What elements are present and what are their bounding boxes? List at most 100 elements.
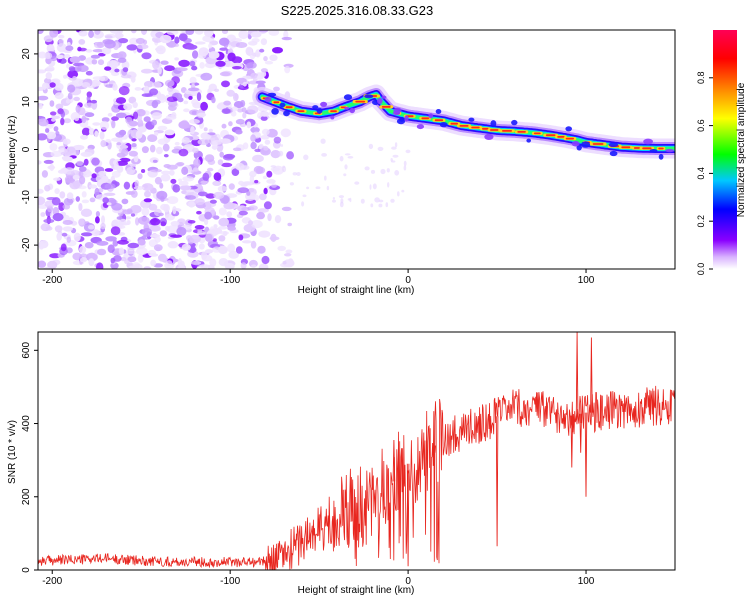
noise-blob — [111, 116, 119, 121]
noise-blob — [190, 245, 196, 254]
noise-blob — [43, 159, 54, 164]
noise-blob — [223, 202, 235, 210]
noise-blob — [231, 168, 240, 176]
noise-blob — [131, 138, 137, 142]
noise-blob — [280, 144, 284, 147]
noise-blob — [222, 154, 234, 161]
noise-blob — [198, 243, 205, 250]
noise-blob — [95, 211, 100, 217]
noise-blob — [97, 59, 105, 66]
noise-blob — [136, 247, 148, 256]
noise-blob — [67, 84, 76, 93]
noise-blob — [141, 52, 152, 60]
noise-blob — [114, 68, 120, 73]
noise-blob — [233, 101, 244, 109]
noise-blob — [44, 77, 52, 85]
noise-blob — [219, 47, 228, 51]
noise-blob — [92, 49, 105, 53]
noise-blob — [84, 242, 94, 249]
noise-blob — [204, 218, 209, 225]
noise-blob — [81, 199, 90, 204]
noise-blob — [205, 233, 213, 242]
noise-blob — [219, 151, 224, 158]
noise-blob — [134, 87, 142, 91]
spectrogram-x-tick-label: 0 — [405, 275, 411, 286]
noise-blob — [103, 192, 116, 196]
noise-blob — [206, 134, 211, 141]
noise-blob — [85, 49, 93, 53]
noise-blob — [137, 239, 146, 246]
noise-blob — [99, 76, 106, 82]
noise-blob — [164, 65, 175, 72]
noise-blob — [286, 151, 294, 160]
noise-blob — [143, 198, 153, 203]
noise-blob — [183, 100, 189, 105]
noise-blob — [128, 120, 139, 127]
ridge-fragment — [439, 122, 448, 128]
noise-blob — [98, 170, 107, 176]
ridge-fragment — [364, 94, 374, 99]
noise-blob — [116, 142, 122, 146]
noise-blob — [77, 64, 89, 73]
noise-blob — [377, 146, 384, 151]
noise-blob — [43, 218, 55, 224]
noise-blob — [118, 38, 129, 44]
noise-blob — [75, 196, 81, 202]
noise-blob — [118, 86, 130, 96]
noise-blob — [53, 177, 61, 181]
ridge-fragment — [316, 107, 323, 114]
noise-blob — [242, 112, 247, 119]
noise-blob — [326, 185, 330, 191]
noise-blob — [278, 150, 284, 157]
snr-spike — [584, 412, 588, 497]
noise-blob — [213, 172, 222, 181]
colorbar-tick-label: 0.0 — [696, 263, 706, 276]
noise-blob — [117, 239, 129, 245]
ridge-fragment — [416, 124, 424, 130]
noise-blob — [208, 43, 213, 49]
noise-blob — [241, 240, 253, 244]
noise-blob — [104, 66, 112, 71]
noise-blob — [167, 225, 179, 234]
noise-blob — [235, 118, 245, 125]
noise-blob — [263, 201, 272, 210]
noise-blob — [181, 190, 187, 195]
noise-blob — [127, 256, 137, 263]
ridge-fragment — [643, 138, 653, 145]
noise-blob — [303, 154, 309, 161]
noise-blob — [111, 120, 116, 129]
noise-blob — [397, 191, 400, 197]
noise-blob — [218, 217, 229, 227]
noise-blob — [223, 100, 231, 106]
noise-blob — [159, 34, 172, 44]
noise-blob — [99, 131, 105, 140]
noise-blob — [106, 60, 119, 69]
noise-blob — [155, 146, 163, 155]
noise-blob — [200, 72, 213, 81]
noise-blob — [339, 155, 344, 162]
noise-blob — [118, 247, 125, 255]
noise-blob — [97, 248, 107, 256]
noise-blob — [143, 116, 151, 123]
noise-blob — [81, 82, 91, 88]
snr-x-ticks: -200 -100 0 100 — [42, 570, 595, 587]
noise-blob — [87, 224, 95, 230]
noise-blob — [46, 44, 55, 53]
noise-blob — [251, 264, 257, 268]
noise-blob — [40, 212, 46, 217]
noise-blob — [164, 129, 175, 136]
noise-blob — [181, 243, 191, 251]
noise-blob — [217, 159, 224, 166]
noise-blob — [211, 96, 216, 104]
colorbar-gradient — [713, 30, 737, 269]
noise-blob — [204, 154, 215, 163]
noise-blob — [96, 262, 104, 269]
noise-blob — [315, 186, 321, 189]
noise-blob — [192, 147, 199, 154]
noise-blob — [212, 238, 217, 242]
noise-blob — [190, 126, 195, 135]
noise-blob — [182, 176, 195, 182]
noise-blob — [159, 182, 164, 189]
noise-blob — [178, 59, 190, 67]
noise-blob — [207, 132, 216, 136]
